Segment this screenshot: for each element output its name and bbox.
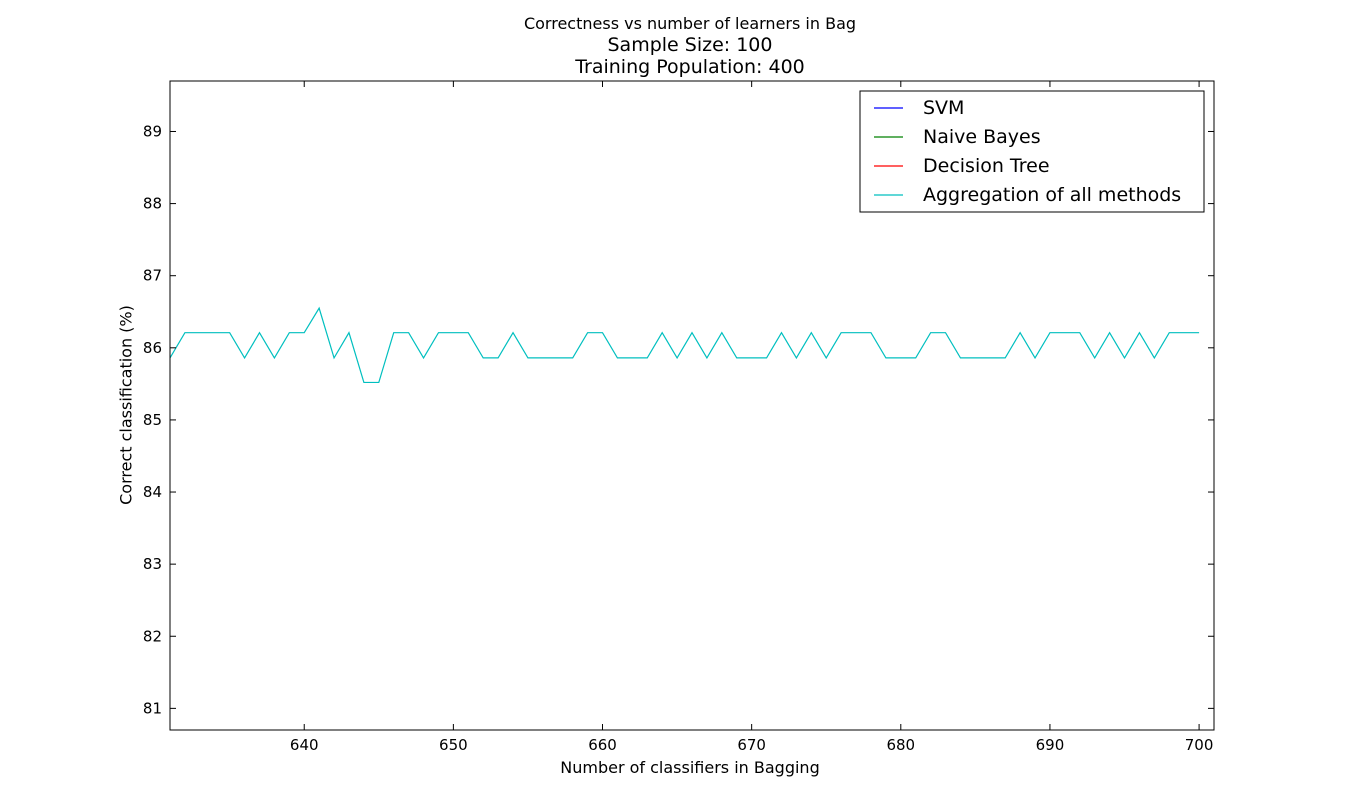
legend-label-2: Decision Tree — [923, 155, 1050, 177]
legend: SVM Naive Bayes Decision Tree Aggregation o… — [859, 90, 1205, 213]
x-tick-label: 640 — [290, 736, 319, 754]
y-tick-label: 85 — [143, 411, 162, 429]
y-tick-label: 88 — [143, 195, 162, 213]
x-tick-label: 650 — [439, 736, 468, 754]
y-tick-label: 82 — [143, 627, 162, 645]
legend-label-0: SVM — [923, 97, 964, 119]
y-axis-label: Correct classification (%) — [116, 305, 136, 505]
legend-label-1: Naive Bayes — [923, 126, 1041, 148]
y-tick-label: 87 — [143, 267, 162, 285]
x-tick-label: 680 — [886, 736, 915, 754]
y-tick-label: 84 — [143, 483, 162, 501]
y-tick-label: 89 — [143, 122, 162, 140]
y-tick-label: 81 — [143, 699, 162, 717]
x-tick-label: 670 — [737, 736, 766, 754]
legend-box — [859, 90, 1205, 213]
legend-label-3: Aggregation of all methods — [923, 184, 1181, 206]
chart-subtitle-training-population: Training Population: 400 — [575, 56, 805, 78]
x-tick-label: 690 — [1036, 736, 1065, 754]
x-tick-label: 700 — [1185, 736, 1214, 754]
plot-frame — [169, 80, 1215, 731]
x-axis-label: Number of classifiers in Bagging — [560, 758, 820, 777]
series-line-3 — [169, 306, 1200, 384]
chart-subtitle-sample-size: Sample Size: 100 — [607, 34, 773, 56]
tick-layer: 640 650 660 670 680 690 700 81 82 83 84 85 86 87 88 89 — [143, 81, 1214, 754]
series-layer — [169, 306, 1200, 384]
x-tick-label: 660 — [588, 736, 617, 754]
chart-title: Correctness vs number of learners in Bag — [523, 14, 857, 33]
y-tick-label: 86 — [143, 339, 162, 357]
y-tick-label: 83 — [143, 555, 162, 573]
